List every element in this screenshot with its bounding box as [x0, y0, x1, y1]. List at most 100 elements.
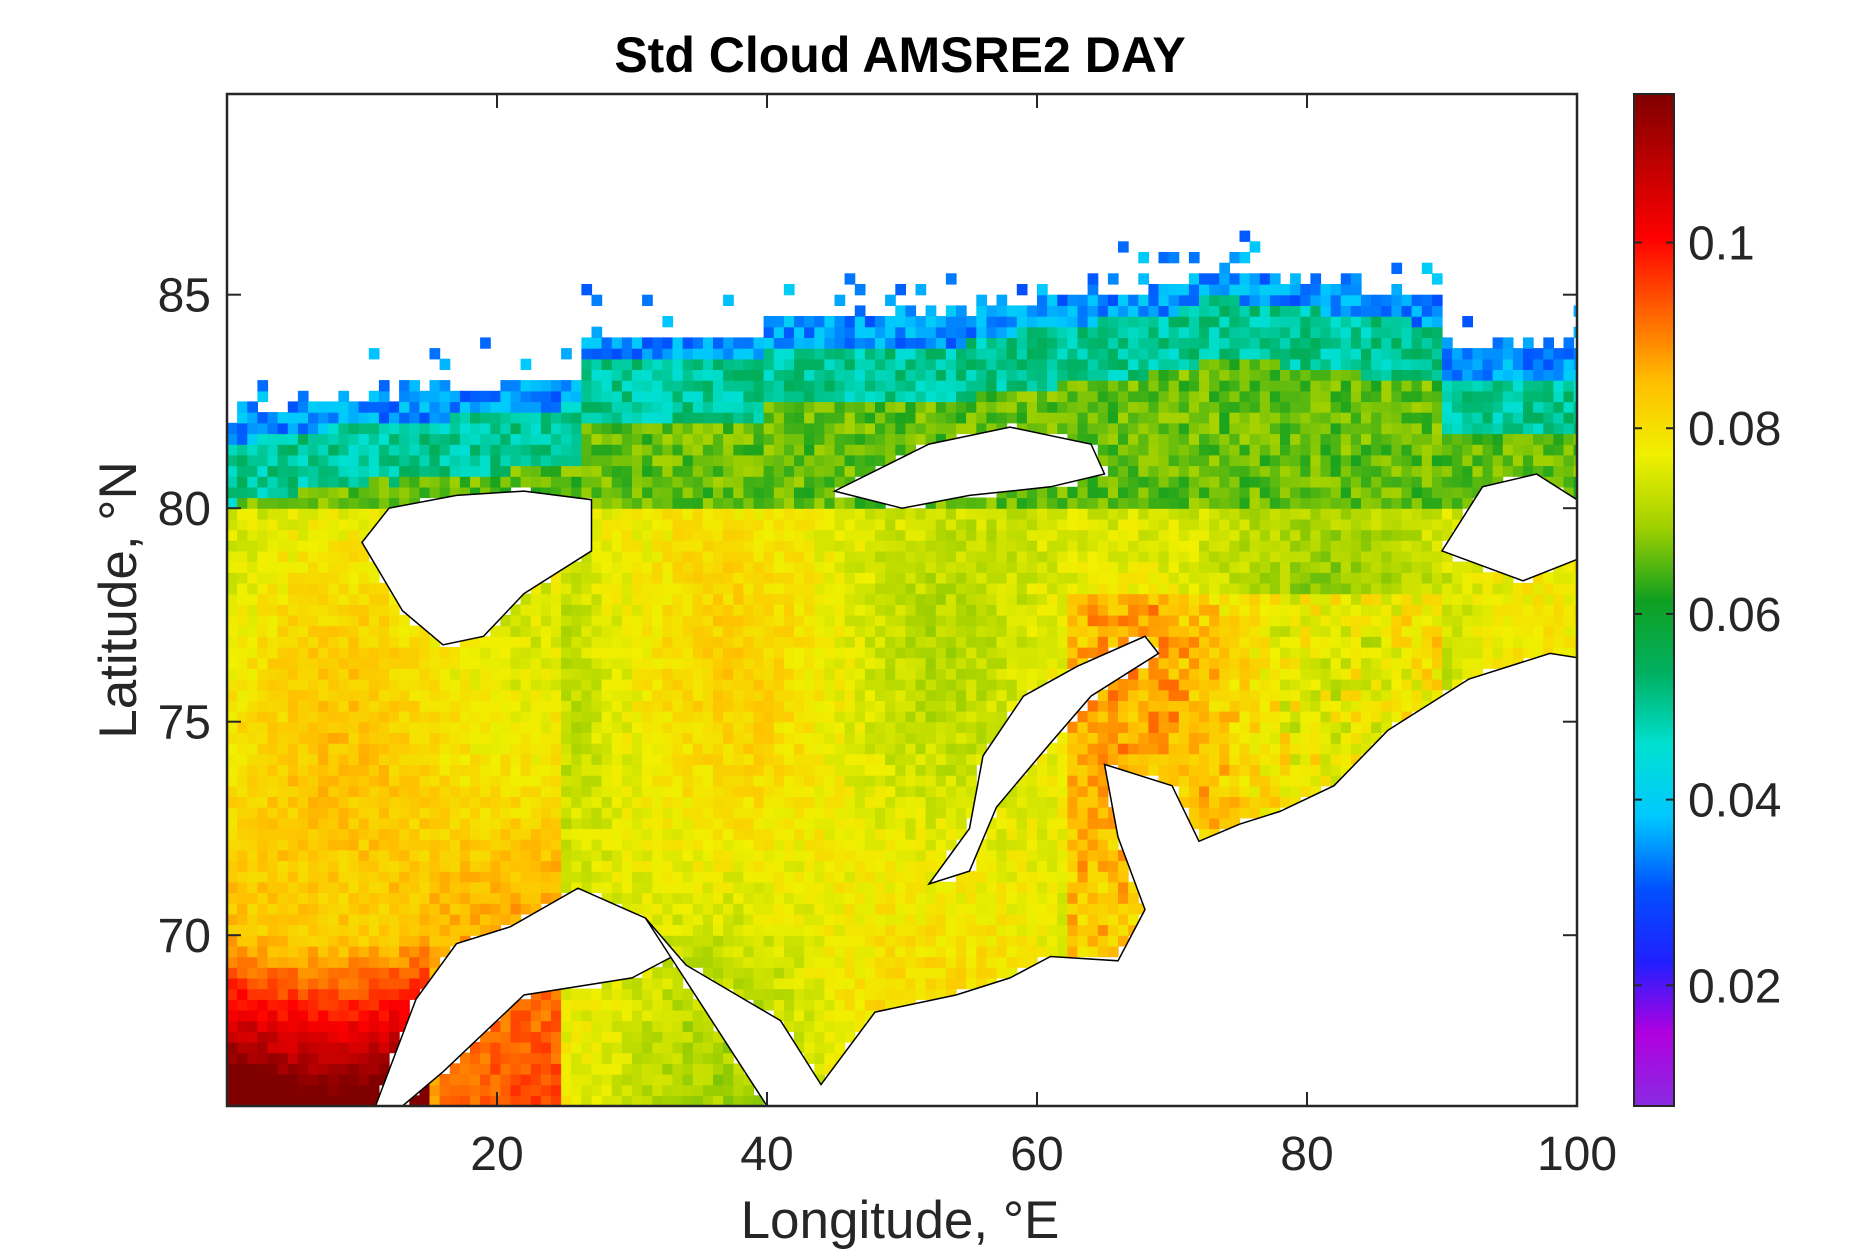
- heatmap-cell: [895, 807, 906, 819]
- heatmap-cell: [378, 582, 390, 595]
- heatmap-cell: [956, 785, 967, 797]
- heatmap-cell: [399, 881, 410, 894]
- heatmap-cell: [389, 593, 400, 605]
- heatmap-cell: [915, 358, 927, 370]
- heatmap-cell: [966, 572, 977, 584]
- heatmap-cell: [672, 689, 684, 701]
- heatmap-cell: [611, 1020, 623, 1032]
- heatmap-cell: [267, 561, 279, 573]
- heatmap-cell: [804, 732, 815, 744]
- heatmap-cell: [864, 988, 876, 1000]
- heatmap-cell: [723, 1052, 734, 1064]
- heatmap-cell: [1037, 316, 1048, 328]
- heatmap-cell: [338, 529, 350, 541]
- heatmap-cell: [743, 903, 755, 915]
- heatmap-cell: [500, 1052, 512, 1064]
- heatmap-cell: [257, 999, 269, 1011]
- heatmap-cell: [875, 775, 886, 787]
- heatmap-cell: [348, 476, 360, 488]
- heatmap-cell: [895, 743, 906, 755]
- heatmap-cell: [652, 486, 663, 499]
- heatmap-cell: [733, 497, 744, 509]
- heatmap-cell: [814, 486, 825, 499]
- heatmap-cell: [308, 561, 319, 573]
- heatmap-cell: [621, 1031, 633, 1043]
- heatmap-cell: [267, 1095, 279, 1106]
- heatmap-cell: [956, 529, 967, 541]
- heatmap-cell: [439, 476, 451, 488]
- heatmap-cell: [237, 561, 248, 573]
- heatmap-cell: [399, 679, 410, 691]
- heatmap-cell: [733, 1063, 744, 1075]
- heatmap-cell: [986, 508, 998, 520]
- heatmap-cell: [763, 508, 775, 520]
- heatmap-cell: [915, 700, 927, 712]
- heatmap-cell: [449, 390, 461, 403]
- heatmap-cell: [277, 817, 289, 830]
- heatmap-cell: [672, 1020, 684, 1032]
- heatmap-cell: [682, 390, 694, 403]
- heatmap-cell: [824, 807, 836, 819]
- heatmap-cell: [389, 881, 400, 894]
- heatmap-cell: [459, 1052, 471, 1064]
- heatmap-cell: [844, 508, 856, 520]
- heatmap-cell: [824, 476, 836, 488]
- heatmap-cell: [318, 444, 329, 456]
- heatmap-cell: [1016, 817, 1028, 830]
- heatmap-cell: [470, 657, 481, 669]
- heatmap-cell: [763, 380, 775, 392]
- heatmap-cell: [844, 711, 856, 723]
- heatmap-cell: [733, 679, 744, 691]
- heatmap-cell: [480, 679, 491, 691]
- heatmap-cell: [611, 1009, 623, 1022]
- heatmap-cell: [328, 572, 339, 584]
- heatmap-cell: [1026, 956, 1038, 968]
- heatmap-cell: [834, 796, 846, 808]
- heatmap-cell: [227, 572, 238, 584]
- heatmap-cell: [591, 454, 603, 467]
- heatmap-cell: [297, 817, 309, 830]
- heatmap-cell: [814, 390, 825, 403]
- heatmap-cell: [773, 476, 785, 488]
- heatmap-cell: [237, 518, 248, 531]
- heatmap-cell: [895, 967, 906, 979]
- heatmap-cell: [378, 924, 390, 936]
- heatmap-cell: [247, 892, 258, 904]
- heatmap-cell: [915, 380, 927, 392]
- heatmap-cell: [885, 700, 896, 712]
- heatmap-cell: [581, 614, 593, 627]
- heatmap-cell: [956, 369, 967, 381]
- heatmap-cell: [237, 636, 248, 648]
- heatmap-cell: [794, 540, 805, 552]
- heatmap-cell: [895, 860, 906, 872]
- heatmap-cell: [237, 668, 248, 680]
- heatmap-cell: [702, 1020, 714, 1032]
- heatmap-cell: [652, 380, 663, 392]
- heatmap-cell: [824, 892, 836, 904]
- heatmap-cell: [267, 860, 279, 872]
- heatmap-cell: [824, 369, 836, 381]
- heatmap-cell: [733, 401, 744, 413]
- heatmap-cell: [551, 689, 562, 701]
- heatmap-cell: [895, 582, 906, 595]
- heatmap-cell: [449, 412, 461, 424]
- heatmap-cell: [399, 999, 410, 1011]
- heatmap-cell: [551, 700, 562, 712]
- heatmap-cell: [1037, 636, 1048, 648]
- heatmap-cell: [267, 775, 279, 787]
- heatmap-cell: [986, 881, 998, 894]
- heatmap-cell: [277, 689, 289, 701]
- heatmap-cell: [358, 518, 370, 531]
- heatmap-cell: [459, 486, 471, 499]
- heatmap-cell: [814, 785, 825, 797]
- heatmap-cell: [753, 764, 765, 776]
- heatmap-cell: [935, 636, 947, 648]
- heatmap-cell: [773, 582, 785, 595]
- heatmap-cell: [328, 540, 339, 552]
- heatmap-cell: [1047, 614, 1058, 627]
- heatmap-cell: [500, 647, 512, 659]
- heatmap-cell: [287, 839, 299, 851]
- heatmap-cell: [439, 903, 451, 915]
- heatmap-cell: [227, 775, 238, 787]
- heatmap-cell: [702, 668, 714, 680]
